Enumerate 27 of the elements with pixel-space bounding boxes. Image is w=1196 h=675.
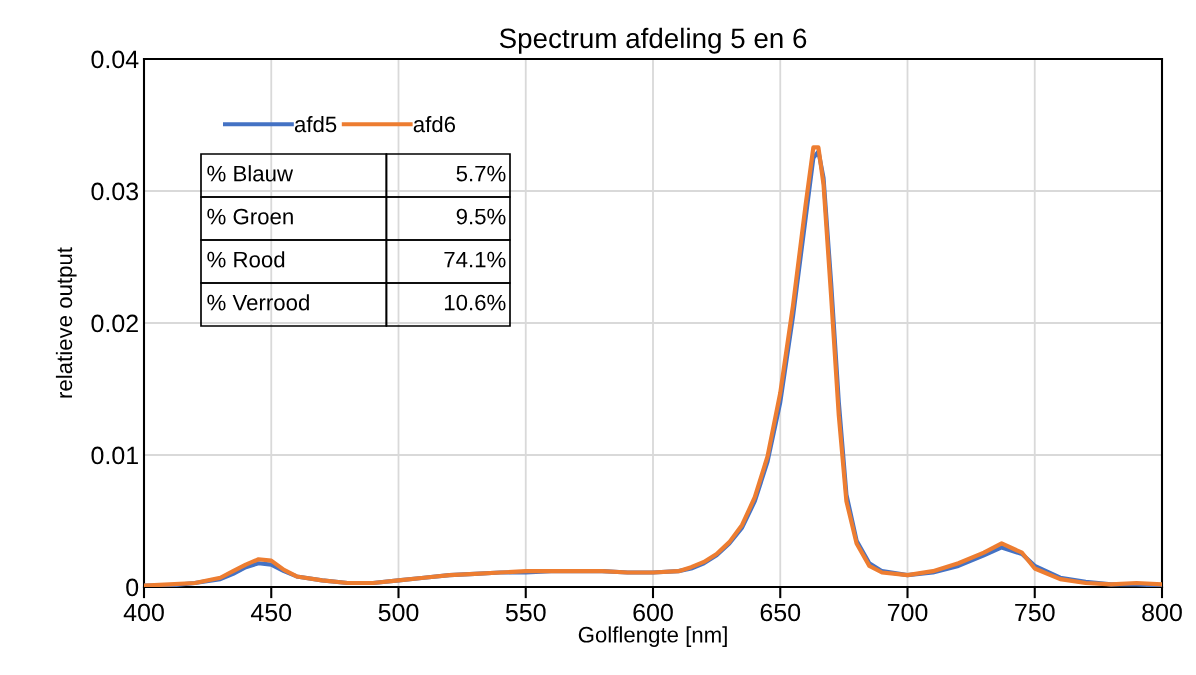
legend-label: afd6 xyxy=(413,115,456,133)
annotation: 9.5% xyxy=(456,208,506,225)
chart-title: Spectrum afdeling 5 en 6 xyxy=(499,27,807,54)
x-tick-label: 800 xyxy=(1142,603,1182,622)
y-tick-label: 0.04 xyxy=(91,50,139,69)
annotation: 5.7% xyxy=(456,165,506,182)
annotation: % Rood xyxy=(207,251,285,268)
y-tick-label: 0.01 xyxy=(91,446,138,465)
x-tick-label: 600 xyxy=(633,603,673,622)
legend-label: afd5 xyxy=(294,115,337,133)
y-tick-label: 0.02 xyxy=(91,314,138,333)
x-tick-label: 650 xyxy=(760,603,801,622)
y-tick-label: 0 xyxy=(126,578,139,597)
annotation: % Groen xyxy=(207,208,293,225)
x-tick-label: 400 xyxy=(123,603,164,622)
x-tick-label: 700 xyxy=(887,603,928,622)
annotation: 74.1% xyxy=(444,251,506,268)
y-axis-title: relatieve output xyxy=(55,247,77,398)
x-tick-label: 500 xyxy=(378,603,419,622)
annotation: % Verrood xyxy=(207,294,309,311)
annotation: % Blauw xyxy=(207,165,294,182)
x-tick-label: 550 xyxy=(505,603,546,622)
x-tick-label: 450 xyxy=(250,603,292,622)
x-tick-label: 750 xyxy=(1015,603,1055,622)
x-axis-title: Golflengte [nm] xyxy=(578,626,727,647)
y-tick-label: 0.03 xyxy=(91,182,139,201)
annotation: 10.6% xyxy=(444,294,506,311)
